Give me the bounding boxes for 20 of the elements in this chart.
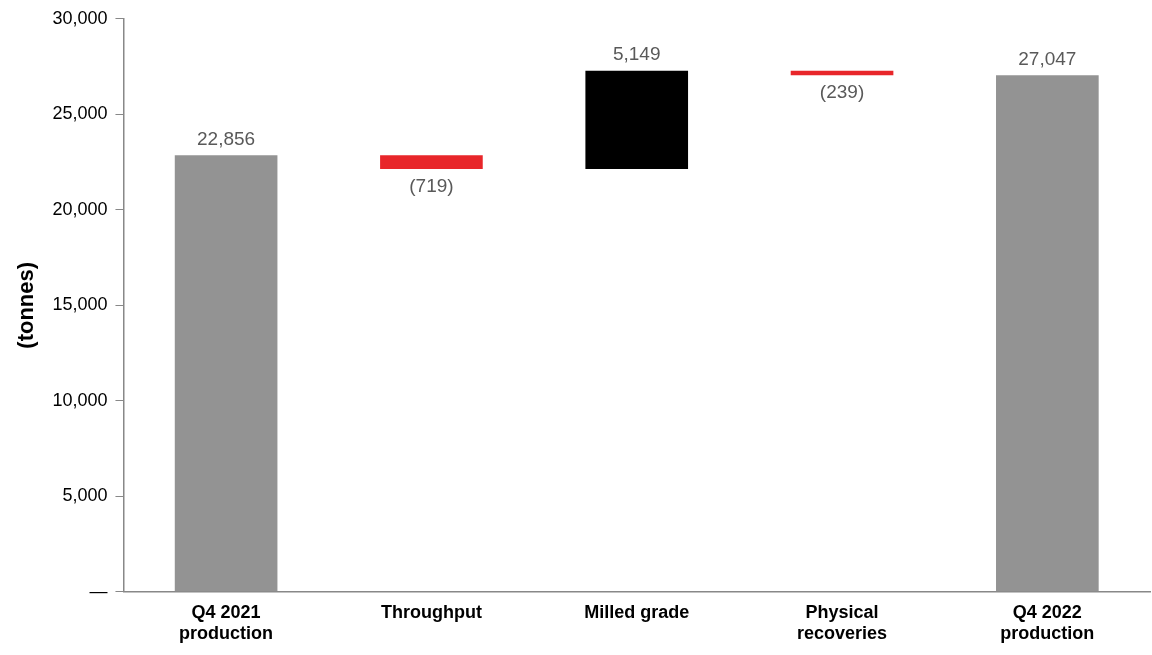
y-tick-label: 5,000 (62, 485, 108, 506)
data-label: 22,856 (197, 127, 256, 149)
y-axis-title: (tonnes) (13, 261, 39, 349)
x-tick-label: Milled grade (584, 601, 690, 622)
y-tick-label: 10,000 (52, 389, 108, 410)
x-tick-label: Throughput (380, 601, 482, 622)
x-tick-label: Q4 2022 production (1000, 601, 1095, 644)
x-tick-label: Q4 2021 production (179, 601, 274, 644)
y-tick-label: — (89, 580, 108, 601)
data-label: 27,047 (1018, 47, 1077, 69)
y-tick-label: 30,000 (52, 7, 108, 28)
y-tick-label: 20,000 (52, 198, 108, 219)
bar (585, 70, 689, 169)
bar (380, 155, 483, 169)
y-tick-label: 25,000 (52, 103, 108, 124)
data-label: 5,149 (612, 43, 661, 65)
x-tick-label: Physical recoveries (797, 601, 888, 644)
y-tick-label: 15,000 (52, 294, 108, 315)
data-label: (719) (409, 174, 454, 196)
data-label: (239) (819, 80, 865, 102)
